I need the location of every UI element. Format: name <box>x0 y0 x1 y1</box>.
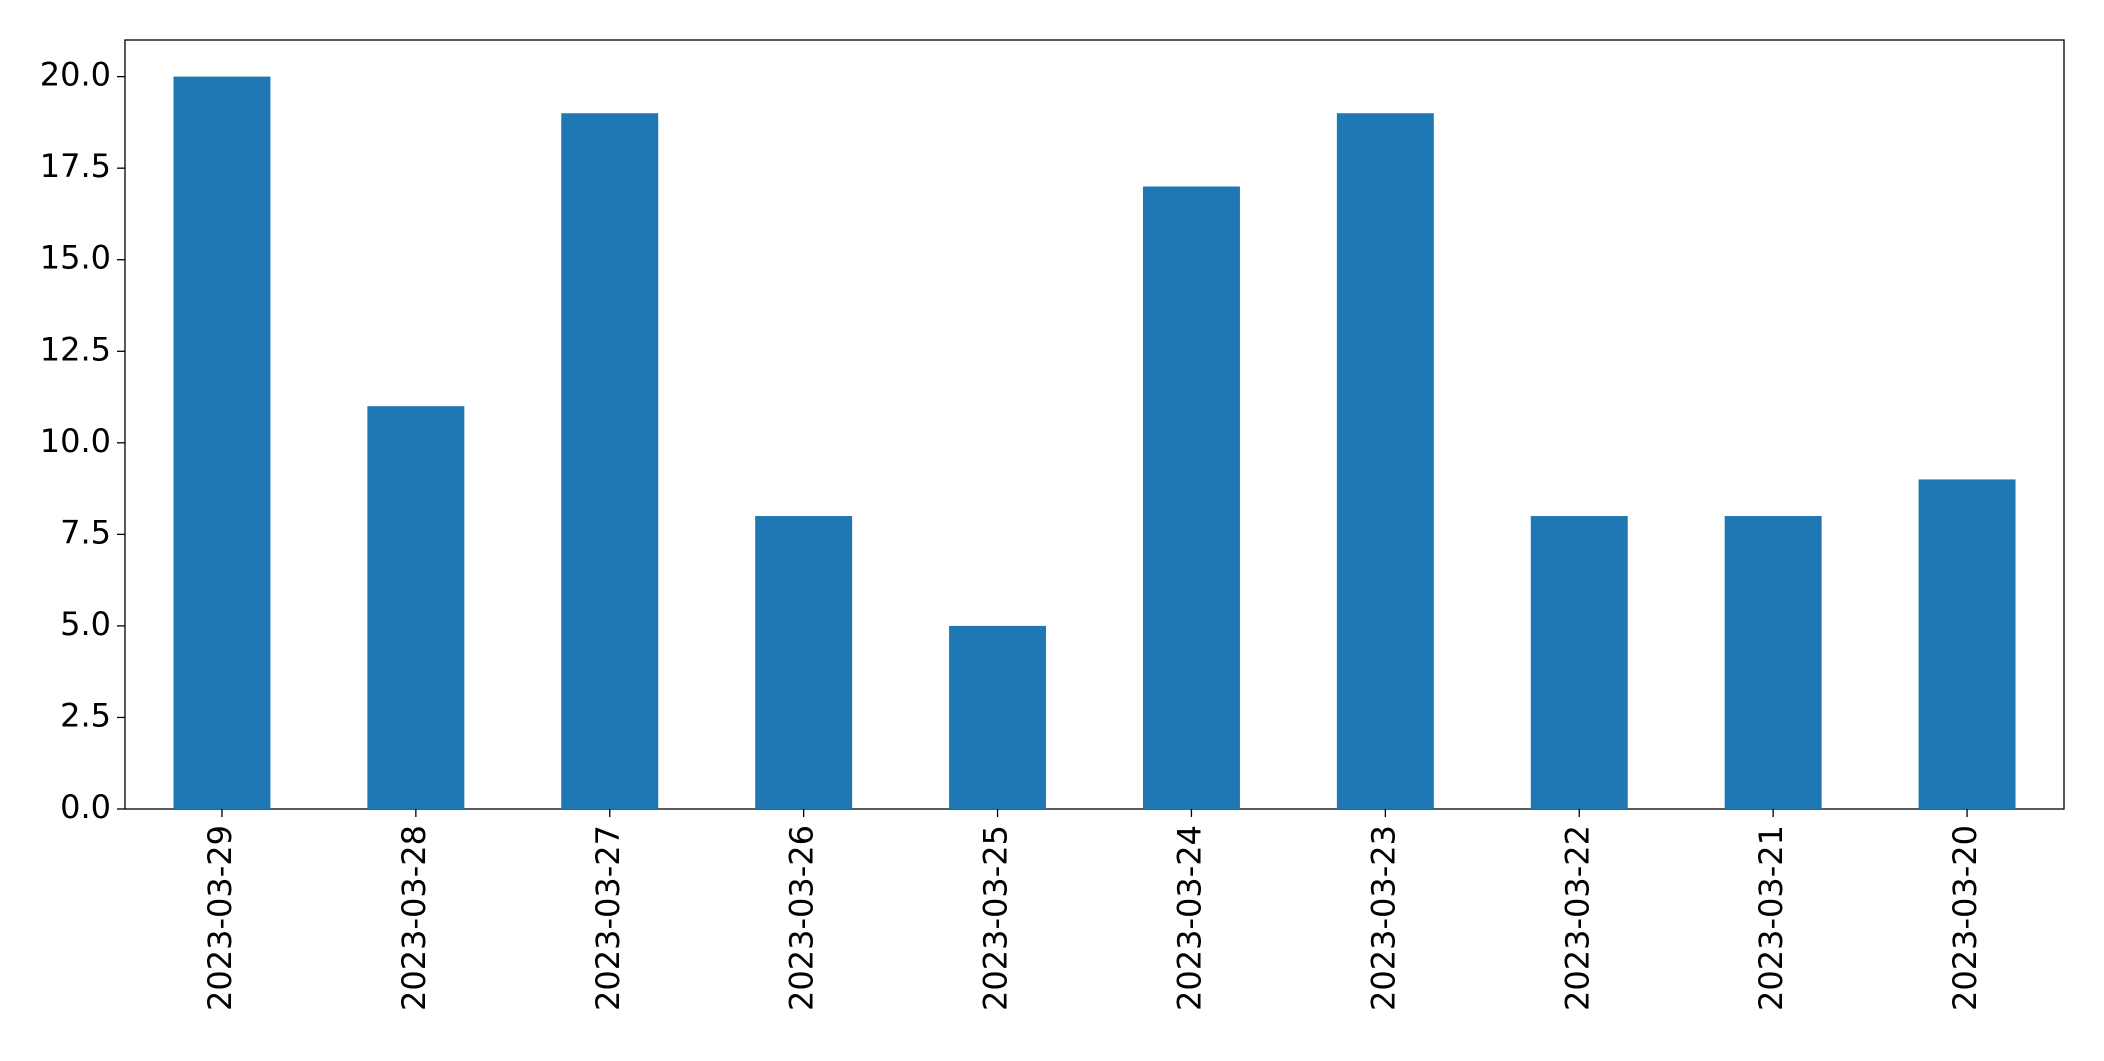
y-tick-label: 15.0 <box>40 239 111 277</box>
y-tick-label: 5.0 <box>60 605 111 643</box>
x-tick-label: 2023-03-21 <box>1752 825 1790 1011</box>
y-tick-label: 2.5 <box>60 696 111 734</box>
x-tick-label: 2023-03-26 <box>783 825 821 1011</box>
x-tick-label: 2023-03-27 <box>589 825 627 1011</box>
y-tick-label: 7.5 <box>60 513 111 551</box>
bar <box>1336 113 1434 809</box>
y-tick-label: 12.5 <box>40 330 111 368</box>
y-tick-label: 17.5 <box>40 147 111 185</box>
x-tick-label: 2023-03-29 <box>201 825 239 1011</box>
y-tick-label: 0.0 <box>60 788 111 826</box>
x-tick-label: 2023-03-20 <box>1946 825 1984 1011</box>
bar <box>949 625 1047 809</box>
plot-frame <box>124 39 2065 810</box>
bar <box>1530 516 1628 809</box>
bar <box>1918 479 2016 809</box>
bar <box>755 516 853 809</box>
x-tick-label: 2023-03-24 <box>1170 825 1208 1011</box>
x-tick-label: 2023-03-28 <box>395 825 433 1011</box>
x-tick-label: 2023-03-23 <box>1364 825 1402 1011</box>
y-tick-label: 20.0 <box>40 56 111 94</box>
x-tick-label: 2023-03-25 <box>977 825 1015 1011</box>
bar <box>367 406 465 809</box>
bar <box>561 113 659 809</box>
x-tick-label: 2023-03-22 <box>1558 825 1596 1011</box>
bar <box>1142 186 1240 809</box>
bar <box>173 76 271 810</box>
bar <box>1724 516 1822 809</box>
y-tick-label: 10.0 <box>40 422 111 460</box>
